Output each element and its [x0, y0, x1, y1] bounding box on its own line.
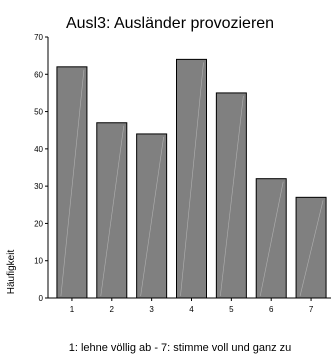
x-axis-label: 1: lehne völlig ab - 7: stimme voll und … [69, 342, 292, 354]
y-axis-label: Häufigkeit [6, 250, 17, 295]
bar-6 [255, 178, 287, 299]
x-tick-label: 7 [309, 305, 314, 314]
chart-title: Ausl3: Ausländer provozieren [66, 15, 274, 32]
x-tick-label: 5 [229, 305, 234, 314]
plot-area: 0 10 20 30 40 50 60 70 1 2 3 4 5 6 7 [34, 33, 331, 314]
bar-1 [56, 66, 88, 299]
y-tick-label: 50 [34, 108, 43, 117]
bar-2 [96, 122, 128, 299]
y-tick-label: 60 [34, 70, 43, 79]
bar-highlight [60, 69, 85, 297]
x-tick-label: 3 [149, 305, 154, 314]
y-tick-label: 20 [34, 219, 43, 228]
y-tick-label: 10 [34, 257, 43, 266]
bar-highlight [220, 95, 244, 297]
bar-highlight [299, 200, 324, 297]
x-tick-label: 6 [269, 305, 274, 314]
bar-highlight [100, 125, 125, 297]
bar-7 [295, 196, 327, 299]
y-tick-label: 70 [34, 33, 43, 42]
y-tick-label: 0 [39, 294, 44, 303]
x-tick-label: 4 [189, 305, 194, 314]
bar-highlight [180, 62, 204, 297]
bar-highlight [259, 181, 284, 297]
bar-3 [136, 133, 168, 299]
bar-highlight [140, 136, 164, 297]
y-tick-label: 30 [34, 182, 43, 191]
y-tick-label: 40 [34, 145, 43, 154]
x-tick-label: 1 [70, 305, 75, 314]
x-tick-label: 2 [110, 305, 115, 314]
bar-5 [215, 92, 247, 299]
bar-4 [176, 58, 207, 299]
